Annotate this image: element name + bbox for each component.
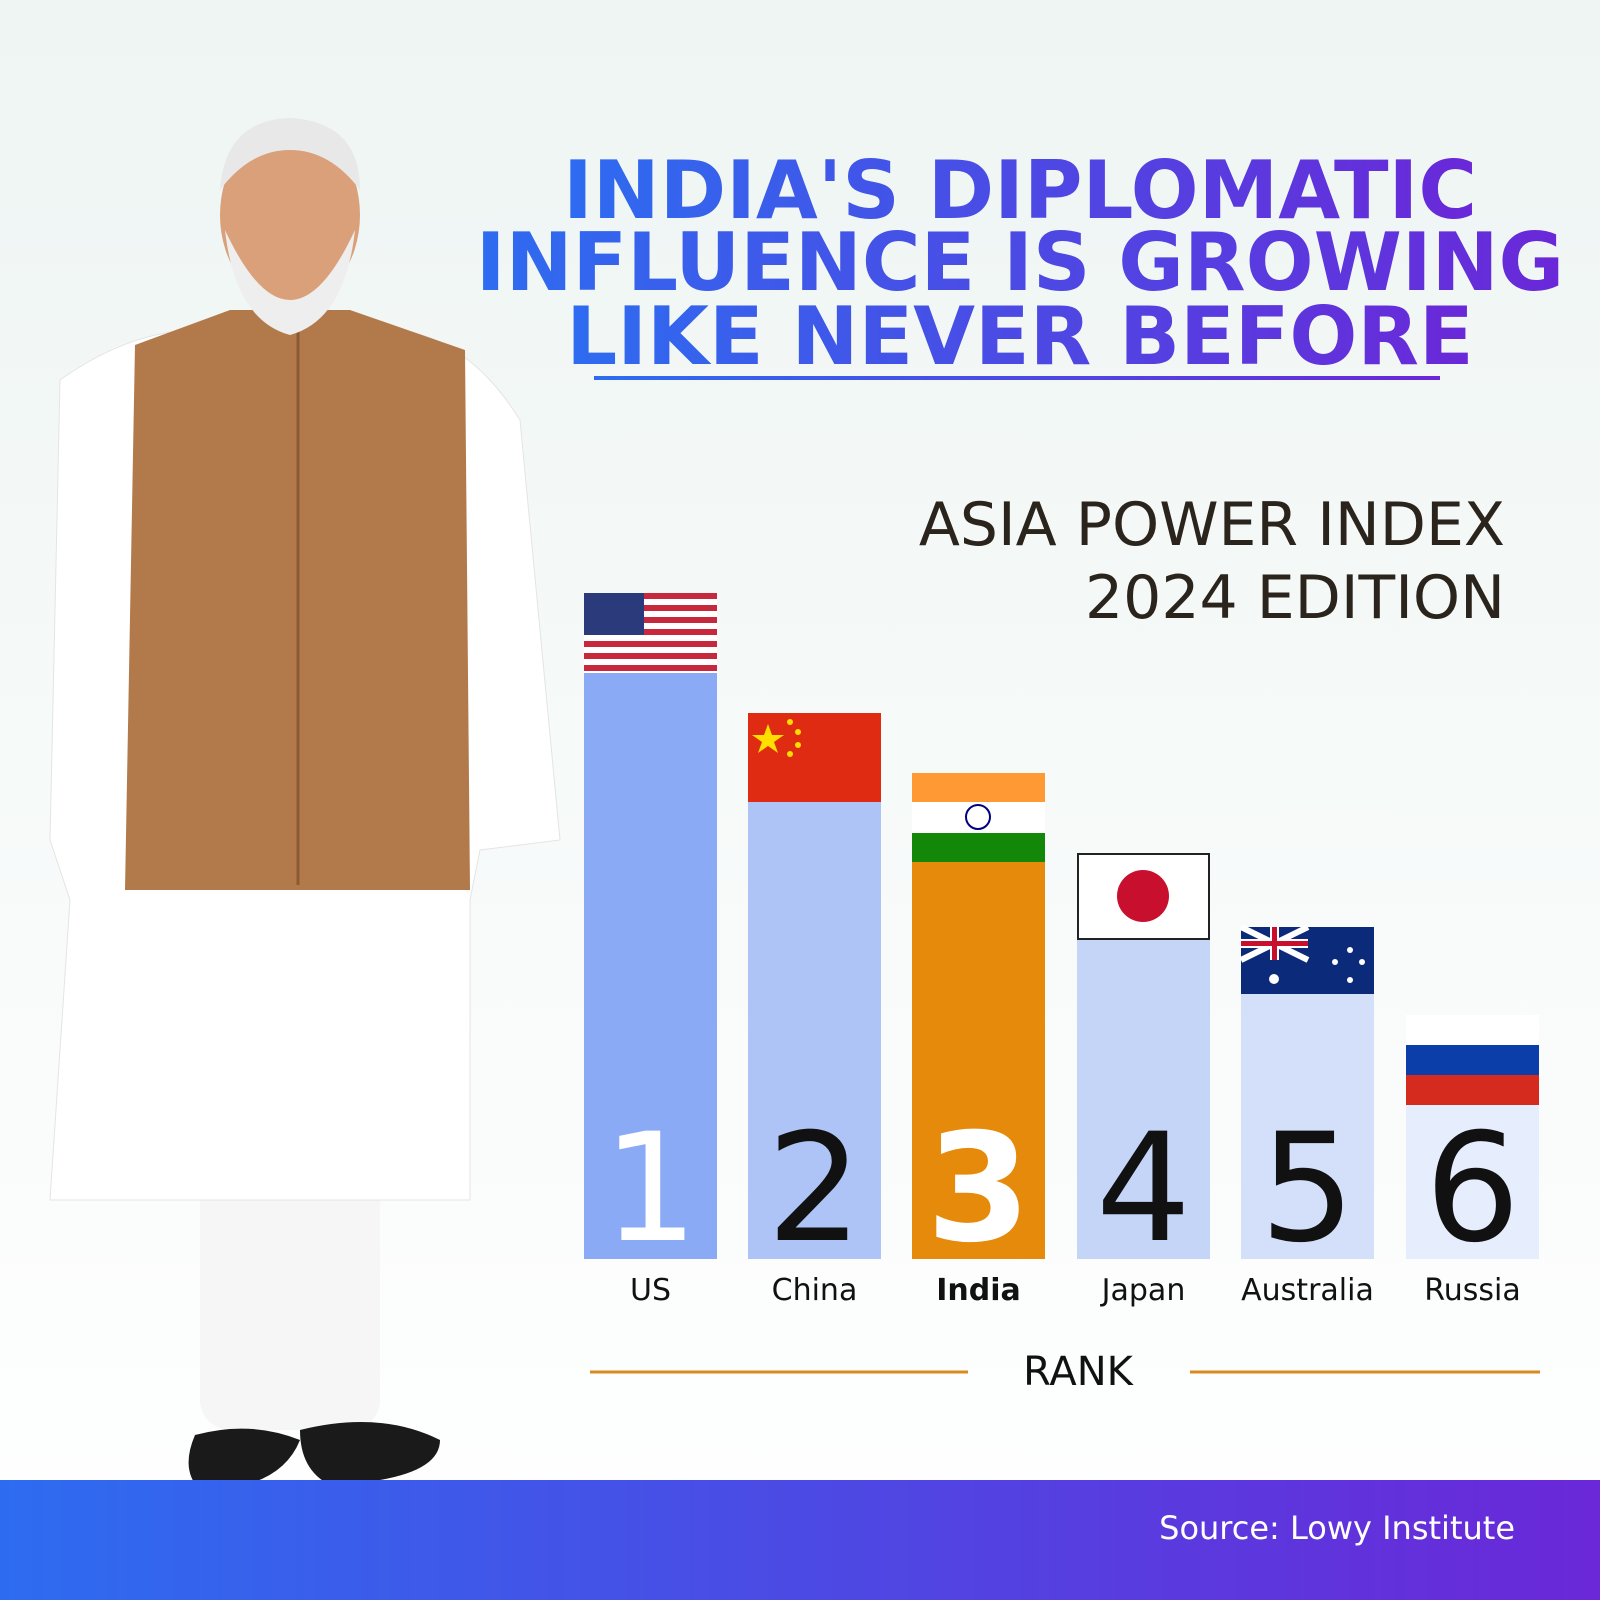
bar bbox=[748, 802, 881, 1259]
country-label: Australia bbox=[1241, 1273, 1374, 1308]
rank-number: 3 bbox=[926, 1102, 1030, 1276]
index-title: 2024 EDITION bbox=[1085, 563, 1505, 633]
country-label: US bbox=[630, 1273, 671, 1308]
flag-australia bbox=[1239, 924, 1374, 994]
bar bbox=[1077, 940, 1210, 1259]
country-label: Japan bbox=[1100, 1273, 1186, 1308]
flag-india bbox=[912, 773, 1045, 862]
headline: INDIA'S DIPLOMATIC bbox=[563, 144, 1477, 237]
bar bbox=[912, 862, 1045, 1259]
headline: INFLUENCE IS GROWING bbox=[476, 216, 1564, 309]
headline-underline bbox=[594, 376, 1440, 380]
country-label: India bbox=[936, 1273, 1021, 1308]
country-label: China bbox=[772, 1273, 858, 1308]
bar bbox=[584, 673, 717, 1259]
footer-band bbox=[0, 1480, 1600, 1600]
flag-japan bbox=[1077, 853, 1210, 940]
index-title: ASIA POWER INDEX bbox=[919, 490, 1505, 560]
headline: LIKE NEVER BEFORE bbox=[566, 290, 1473, 383]
rank-number: 4 bbox=[1096, 1102, 1191, 1276]
flag-russia bbox=[1406, 1015, 1539, 1105]
flag-china bbox=[748, 713, 881, 802]
rank-number: 6 bbox=[1425, 1102, 1520, 1276]
country-label: Russia bbox=[1424, 1273, 1521, 1308]
bar bbox=[1406, 1105, 1539, 1259]
bar bbox=[1241, 994, 1374, 1259]
rank-number: 1 bbox=[603, 1102, 698, 1276]
flag-us bbox=[584, 593, 717, 673]
rank-number: 2 bbox=[767, 1102, 862, 1276]
source: Source: Lowy Institute bbox=[1159, 1509, 1515, 1547]
person-illustration bbox=[49, 118, 561, 1490]
rank-label: RANK bbox=[1023, 1349, 1134, 1395]
rank-number: 5 bbox=[1260, 1102, 1355, 1276]
